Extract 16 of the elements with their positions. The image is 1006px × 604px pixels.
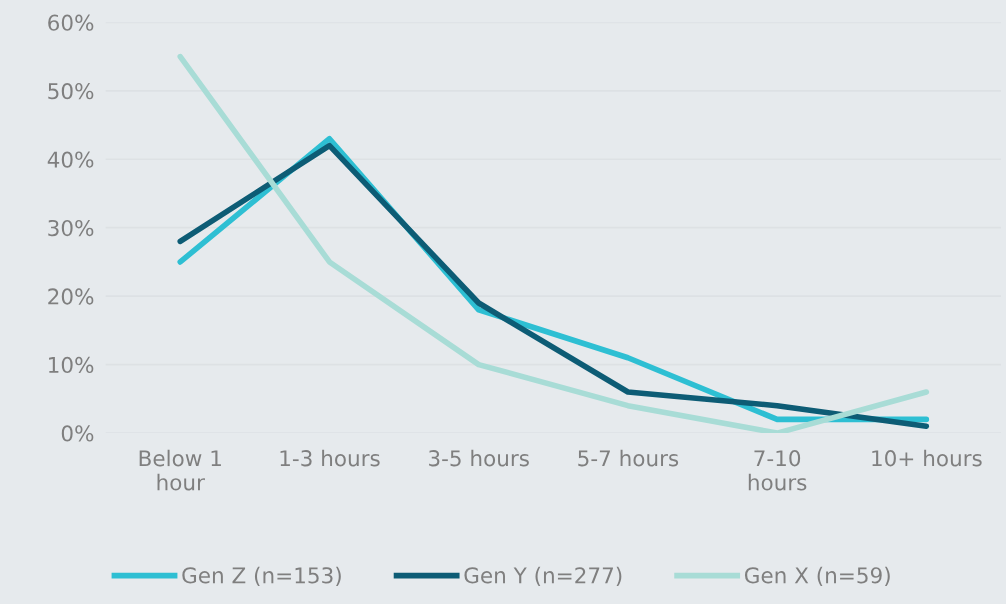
legend-label: Gen X (n=59)	[744, 566, 890, 587]
y-tick-label: 50%	[48, 83, 94, 100]
y-tick-label: 30%	[48, 219, 94, 237]
y-tick-label: 0%	[61, 425, 94, 442]
x-tick-label: 7-10 hours	[748, 450, 807, 491]
x-tick-label: 10+ hours	[872, 449, 982, 467]
y-tick-label: 40%	[47, 151, 94, 168]
legend-label: Gen Y (n=277)	[464, 566, 622, 587]
legend-label: Gen Z (n=153)	[182, 566, 341, 587]
x-tick-label: 5-7 hours	[578, 449, 679, 467]
x-tick-label: 1-3 hours	[280, 449, 380, 467]
x-tick-label: Below 1 hour	[139, 449, 221, 491]
y-tick-label: 60%	[48, 14, 94, 31]
y-tick-label: 20%	[48, 288, 94, 305]
x-tick-label: 3-5 hours	[429, 449, 529, 467]
y-tick-label: 10%	[49, 356, 94, 374]
